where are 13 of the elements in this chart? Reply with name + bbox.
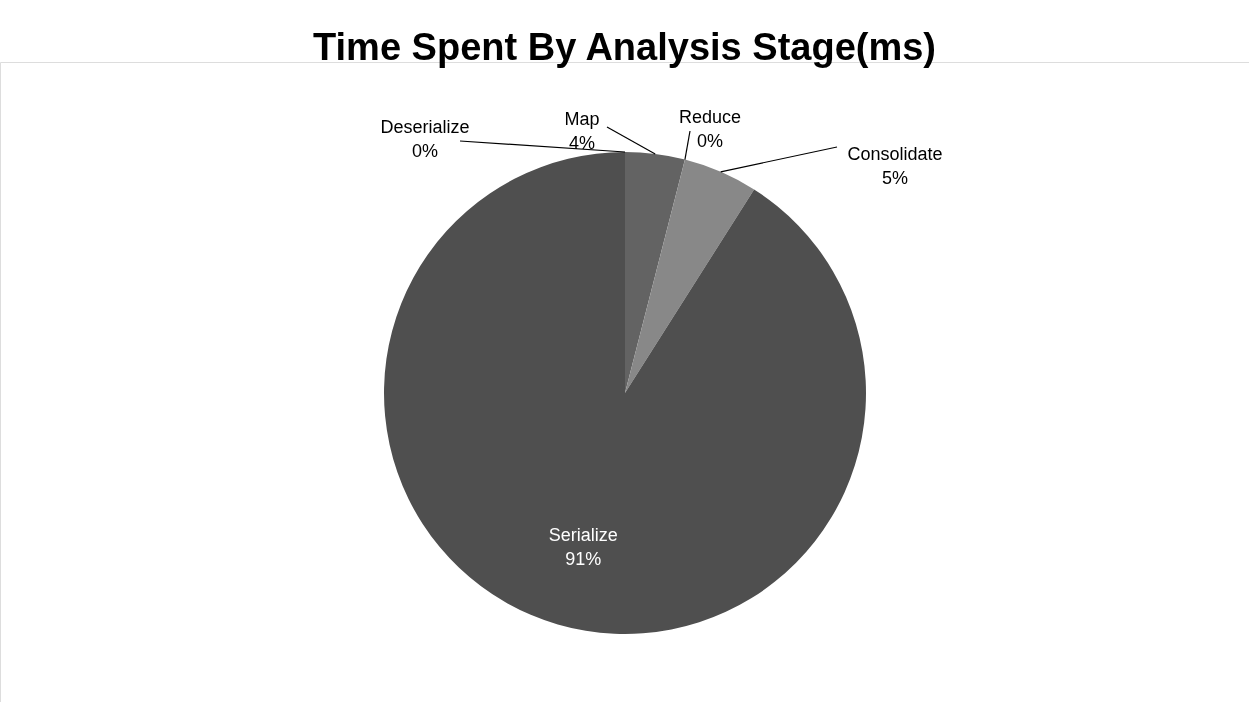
chart-title: Time Spent By Analysis Stage(ms) [313, 26, 936, 68]
category-label: Reduce [678, 107, 742, 127]
slice-label: Serialize [548, 525, 618, 546]
category-label: Deserialize [380, 117, 470, 137]
data-label: 4% [568, 133, 596, 153]
pie-slice [625, 152, 685, 393]
pie-slice [625, 159, 755, 393]
data-label: 91% [565, 549, 602, 570]
text: 0% [411, 141, 439, 161]
text: 0% [696, 131, 724, 151]
slice-label: Consolidate [847, 144, 943, 164]
data-label: 5% [881, 168, 909, 188]
slice-label: Map [564, 109, 600, 129]
